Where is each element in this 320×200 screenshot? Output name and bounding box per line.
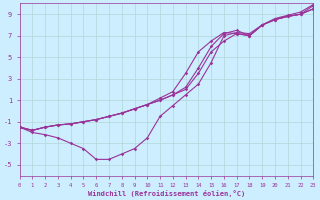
X-axis label: Windchill (Refroidissement éolien,°C): Windchill (Refroidissement éolien,°C) [88, 190, 245, 197]
